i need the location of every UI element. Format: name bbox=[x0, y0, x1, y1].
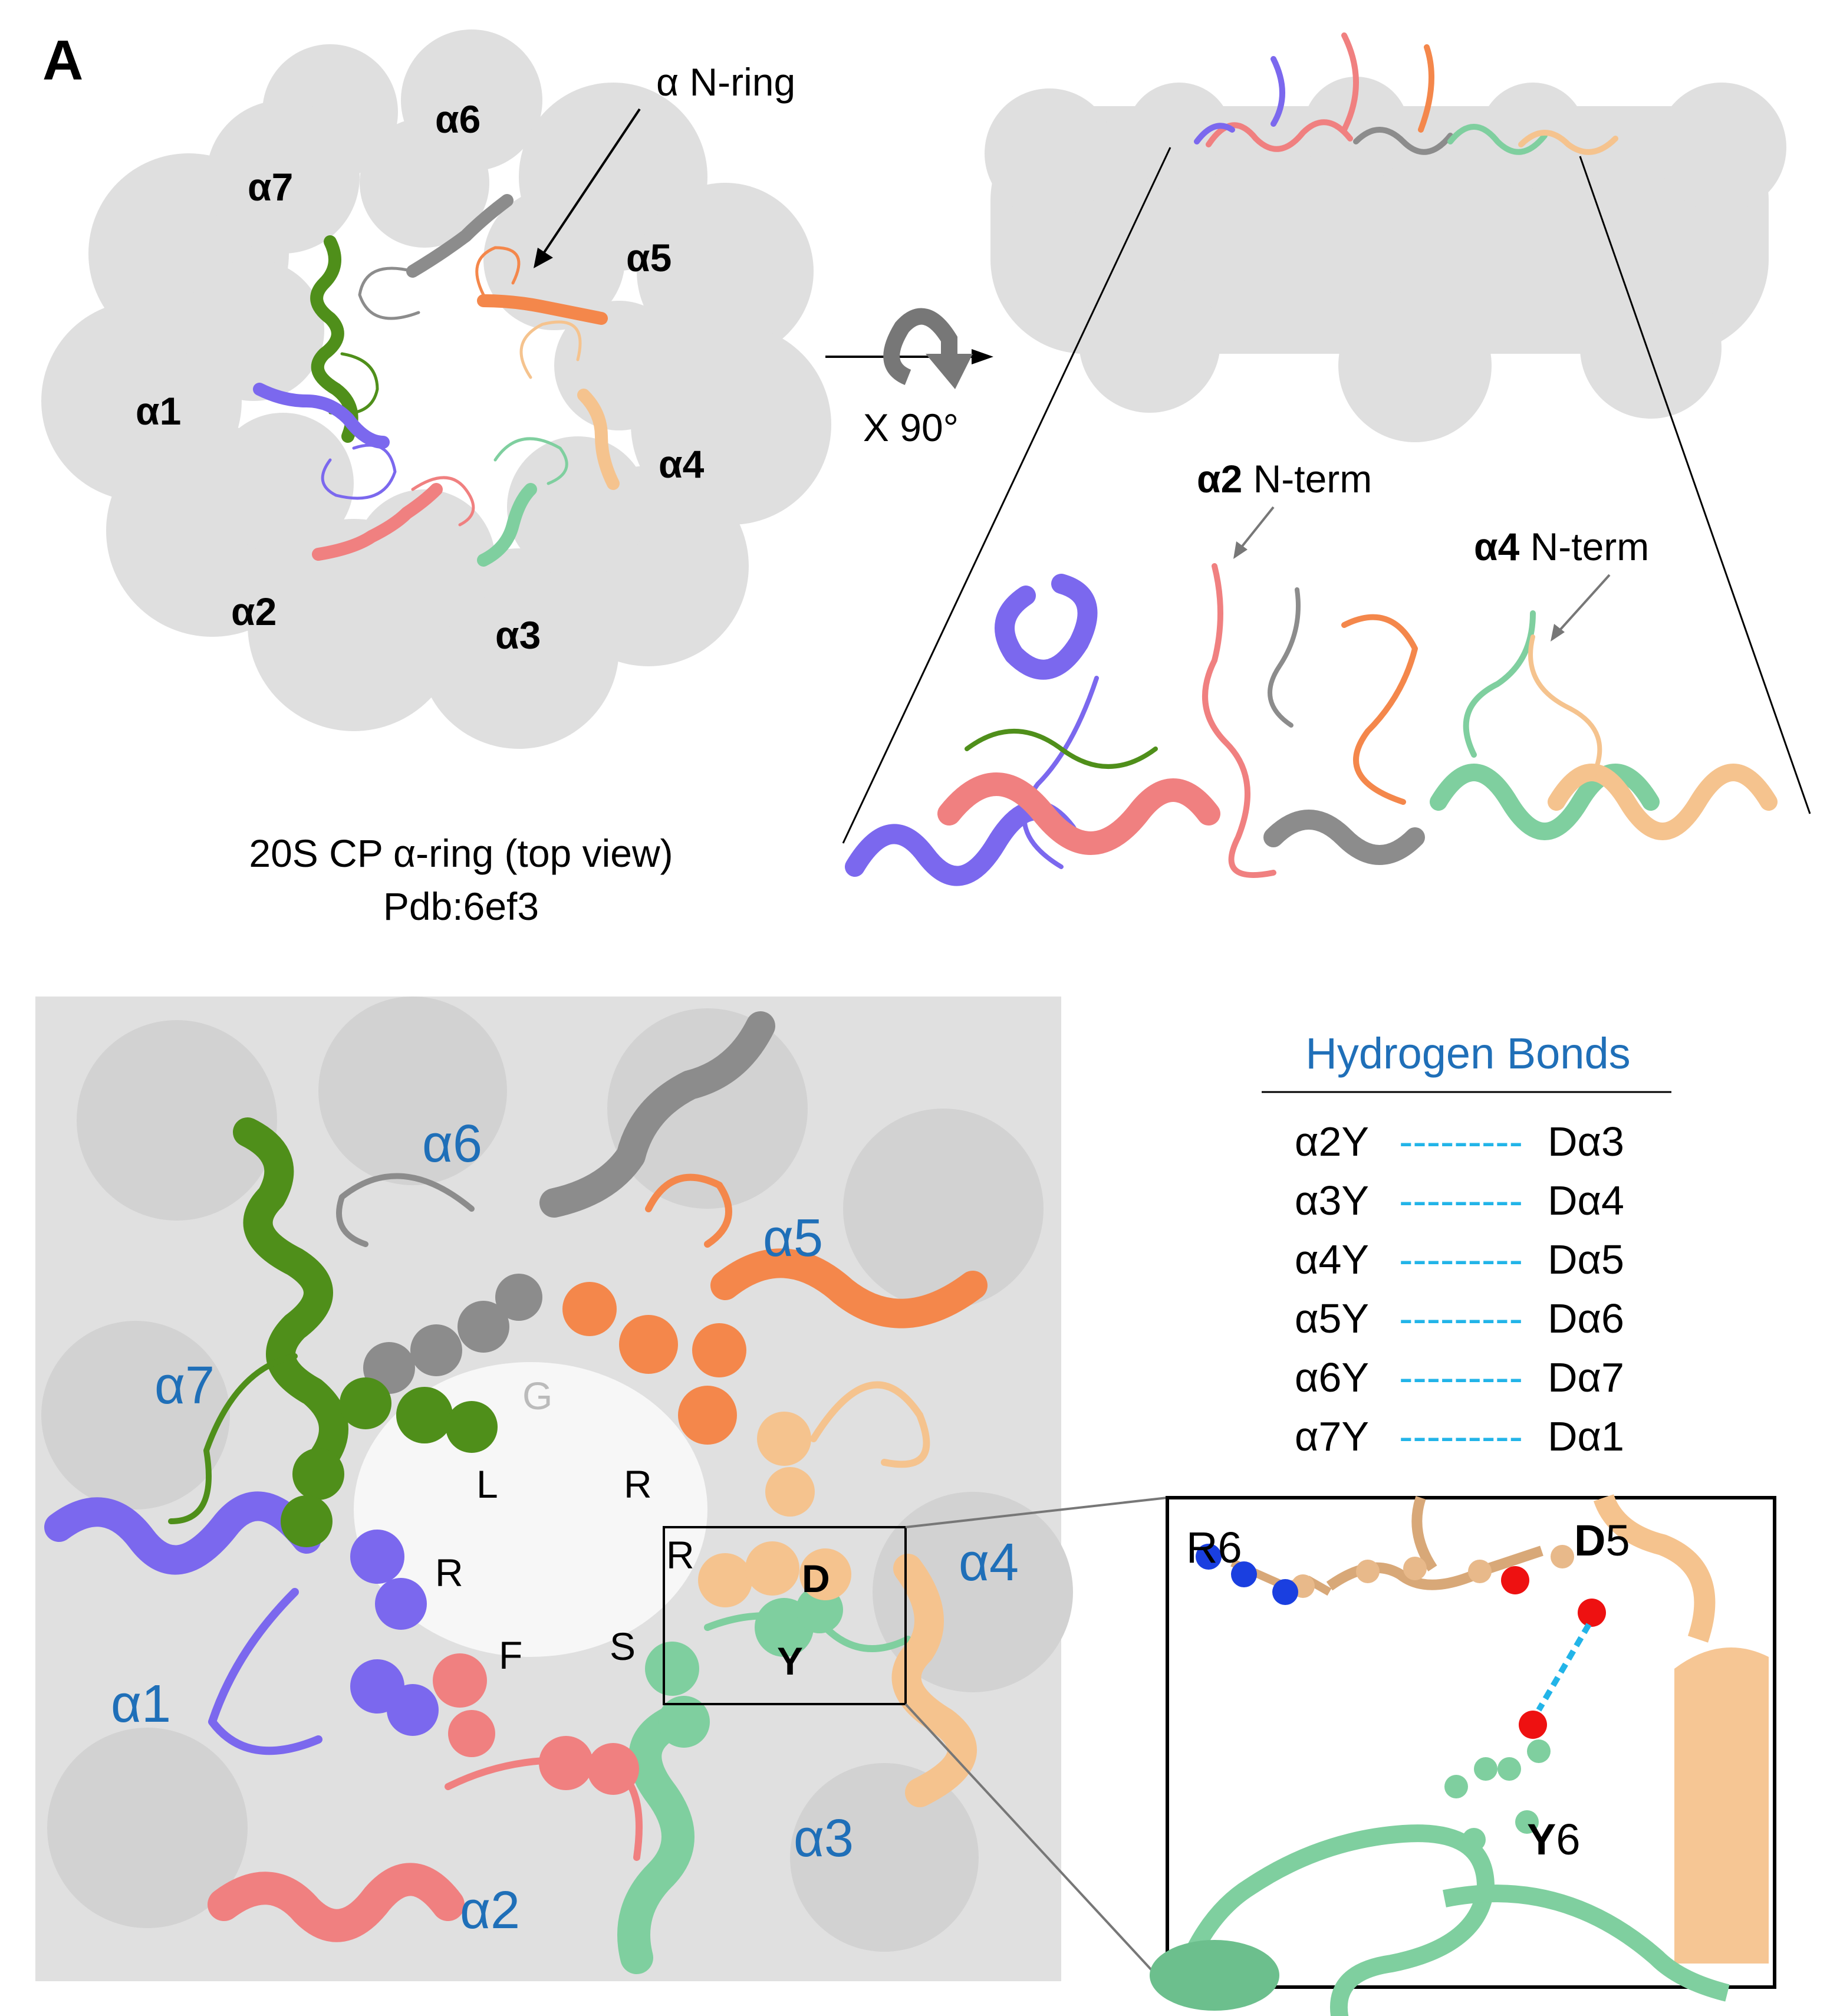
zoom-line-right bbox=[1579, 156, 1811, 814]
b-label-a7: α7 bbox=[154, 1356, 215, 1415]
hbond-row-dash: --------- bbox=[1399, 1354, 1523, 1400]
residue-label-s: S bbox=[610, 1624, 636, 1668]
residue-label-d: D bbox=[802, 1557, 830, 1600]
b-label-a4: α4 bbox=[959, 1533, 1019, 1592]
top-label-a2: α2 bbox=[231, 590, 277, 633]
top-view-caption-line1: 20S CP α-ring (top view) bbox=[249, 831, 673, 875]
top-label-a6: α6 bbox=[435, 97, 480, 141]
n-ring-arrow bbox=[534, 108, 641, 268]
zoom-line-left bbox=[842, 147, 1171, 844]
hbond-row-left: α2Y bbox=[1295, 1119, 1369, 1165]
svg-text:α4 N-term: α4 N-term bbox=[1474, 525, 1649, 568]
hbond-row-left: α3Y bbox=[1295, 1178, 1369, 1224]
hbond-row-dash: --------- bbox=[1399, 1178, 1523, 1224]
b-label-a6: α6 bbox=[422, 1114, 482, 1173]
hbond-row-right: Dα6 bbox=[1548, 1295, 1624, 1341]
top-label-a5: α5 bbox=[626, 236, 672, 279]
top-label-a4: α4 bbox=[659, 442, 705, 486]
rotation-arrow-icon bbox=[825, 308, 993, 389]
residue-label-r-a5: R bbox=[624, 1462, 652, 1506]
b-label-a2: α2 bbox=[460, 1881, 520, 1940]
residue-label-f: F bbox=[499, 1633, 522, 1677]
residue-label-r-a1: R bbox=[435, 1551, 463, 1594]
residue-label-y: Y bbox=[777, 1639, 803, 1683]
hbond-row-left: α4Y bbox=[1295, 1236, 1369, 1282]
inset-d5-rest: 5 bbox=[1605, 1516, 1630, 1565]
residue-label-l: L bbox=[476, 1462, 498, 1506]
panel-b-residue-labels: G L R R F S R D Y bbox=[435, 1374, 830, 1683]
hbond-row-dash: --------- bbox=[1399, 1236, 1523, 1282]
side-view-surface bbox=[985, 77, 1786, 442]
inset-closeup bbox=[1150, 1494, 1776, 2016]
top-view-caption-line2: Pdb:6ef3 bbox=[383, 884, 539, 928]
svg-text:α2 N-term: α2 N-term bbox=[1197, 457, 1372, 501]
hbond-row-left: α6Y bbox=[1295, 1354, 1369, 1400]
inset-y6-label: Y6 bbox=[1527, 1815, 1581, 1864]
panel-b-residue-spheres bbox=[281, 1274, 851, 1795]
hbond-row-left: α5Y bbox=[1295, 1295, 1369, 1341]
a2-nterm-label: α2 N-term bbox=[1197, 457, 1372, 559]
zoom-box bbox=[663, 1526, 907, 1705]
panel-b-subunit-labels: α1 α2 α3 α4 α5 α6 α7 bbox=[111, 1114, 1019, 1940]
side-view-small-ribbons bbox=[1194, 32, 1618, 155]
b-label-a5: α5 bbox=[763, 1209, 823, 1268]
hbond-table: α2Y --------- Dα3 α3Y --------- Dα4 α4Y -------… bbox=[1295, 1119, 1624, 1459]
panel-b-surface-texture bbox=[41, 997, 1073, 1952]
zoom-side-ribbons bbox=[845, 563, 1778, 886]
central-pore bbox=[392, 357, 504, 469]
hbond-row-right: Dα1 bbox=[1548, 1413, 1624, 1459]
top-view-ribbons bbox=[253, 194, 620, 567]
zoom-connector-bottom bbox=[904, 1703, 1169, 1988]
top-label-a7: α7 bbox=[248, 165, 293, 209]
residue-label-r-a4: R bbox=[666, 1533, 695, 1577]
zoom-connector-top bbox=[905, 1497, 1168, 1528]
a4-nterm-label: α4 N-term bbox=[1474, 525, 1649, 642]
a2-nterm-bold: α2 bbox=[1197, 457, 1242, 501]
a2-nterm-rest: N-term bbox=[1242, 457, 1372, 501]
top-label-a3: α3 bbox=[495, 613, 541, 657]
a4-nterm-bold: α4 bbox=[1474, 525, 1520, 568]
a4-nterm-rest: N-term bbox=[1519, 525, 1649, 568]
rotation-label: X 90° bbox=[863, 406, 959, 449]
hbond-row-right: Dα3 bbox=[1548, 1119, 1624, 1165]
inset-y6-bold: Y bbox=[1527, 1815, 1556, 1864]
hbond-row-right: Dα5 bbox=[1548, 1236, 1624, 1282]
inset-d5-label: D5 bbox=[1574, 1516, 1630, 1565]
hbond-row-left: α7Y bbox=[1295, 1413, 1369, 1459]
inset-y6-rest: 6 bbox=[1556, 1815, 1580, 1864]
b-label-a1: α1 bbox=[111, 1675, 171, 1734]
inset-d5-bold: D bbox=[1574, 1516, 1605, 1565]
inset-r6-label: R6 bbox=[1186, 1523, 1242, 1572]
residue-label-g: G bbox=[522, 1374, 552, 1418]
hbond-row-dash: --------- bbox=[1399, 1119, 1523, 1165]
b-label-a3: α3 bbox=[794, 1809, 854, 1868]
hbond-row-right: Dα4 bbox=[1548, 1178, 1624, 1224]
hbond-row-dash: --------- bbox=[1399, 1295, 1523, 1341]
panel-a-letter: A bbox=[42, 29, 83, 92]
top-view-subunit-labels: α1 α2 α3 α4 α5 α6 α7 bbox=[136, 97, 705, 657]
n-ring-label: α N-ring bbox=[656, 60, 795, 104]
top-label-a1: α1 bbox=[136, 389, 181, 433]
hbond-row-right: Dα7 bbox=[1548, 1354, 1624, 1400]
hbond-row-dash: --------- bbox=[1399, 1413, 1523, 1459]
hbond-title: Hydrogen Bonds bbox=[1305, 1029, 1630, 1078]
